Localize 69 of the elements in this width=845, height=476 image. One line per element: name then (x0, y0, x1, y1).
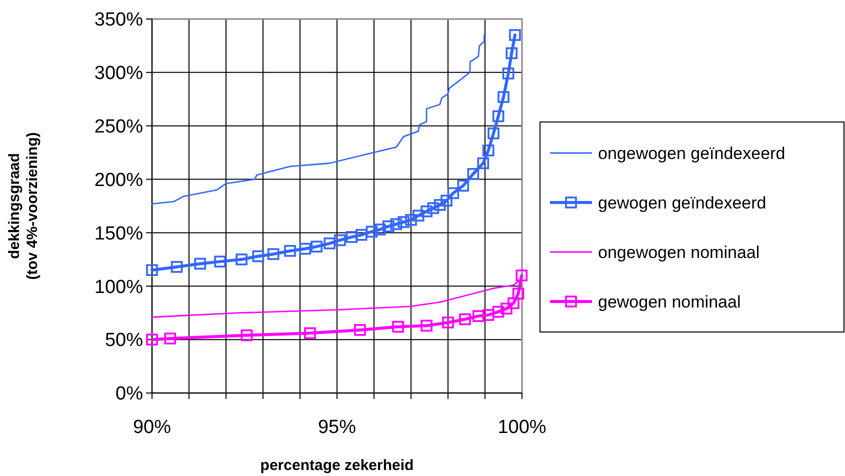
point (334, 234, 346, 246)
point (492, 306, 504, 318)
point (390, 218, 402, 230)
legend-label: ongewogen geïndexeerd (598, 144, 786, 163)
point (442, 316, 454, 328)
legend-label: gewogen geïndexeerd (598, 193, 766, 212)
point (509, 29, 521, 41)
y-tick-label: 0% (116, 384, 144, 405)
y-tick-label: 200% (94, 170, 144, 191)
point (488, 127, 500, 140)
point (440, 194, 452, 207)
point (512, 288, 524, 300)
point (366, 226, 378, 238)
y-tick-label: 100% (94, 276, 144, 298)
point (284, 244, 296, 257)
point (506, 47, 518, 60)
point (457, 180, 470, 192)
y-tick-label: 250% (94, 116, 144, 138)
point (459, 313, 471, 326)
point (467, 168, 480, 180)
point (310, 240, 323, 253)
point (382, 220, 394, 232)
legend-label: gewogen nominaal (598, 292, 741, 312)
y-tick-label: 350% (94, 10, 144, 31)
point (492, 110, 504, 122)
y-tick-label: 300% (94, 63, 144, 84)
point (420, 205, 432, 218)
point (170, 261, 183, 273)
y-tick-label: 50% (104, 330, 144, 352)
line-series (151, 34, 485, 205)
point (500, 302, 512, 314)
point (502, 68, 514, 80)
point (405, 214, 417, 226)
point (498, 91, 510, 103)
point (508, 297, 520, 310)
point (434, 199, 446, 211)
point (304, 327, 316, 340)
point (447, 187, 460, 200)
x-tick-label: 95% (318, 417, 356, 438)
point (472, 310, 484, 322)
point (482, 144, 494, 156)
point (214, 256, 226, 268)
legend-label: ongewogen nominaal (598, 242, 760, 262)
point (164, 332, 176, 344)
point (398, 216, 410, 228)
x-tick-label: 90% (132, 417, 172, 438)
y-axis-title: dekkingsgraad (tov 4%-voorziening) (6, 132, 41, 280)
point (299, 242, 312, 255)
x-axis-title: percentage zekerheid (260, 457, 414, 474)
y-tick-label: 150% (94, 223, 144, 244)
point (420, 320, 432, 332)
point (392, 320, 404, 333)
point (194, 258, 206, 270)
point (427, 202, 440, 214)
point (354, 324, 366, 336)
point (252, 250, 264, 262)
point (477, 157, 490, 170)
point (267, 248, 280, 260)
point (374, 224, 386, 236)
point (516, 270, 528, 282)
point (482, 309, 494, 321)
point (346, 231, 358, 243)
point (146, 264, 158, 276)
point (412, 210, 424, 222)
point (240, 329, 253, 342)
x-tick-label: 100% (498, 417, 546, 438)
point (356, 228, 368, 241)
point (236, 254, 248, 266)
point (324, 238, 336, 250)
